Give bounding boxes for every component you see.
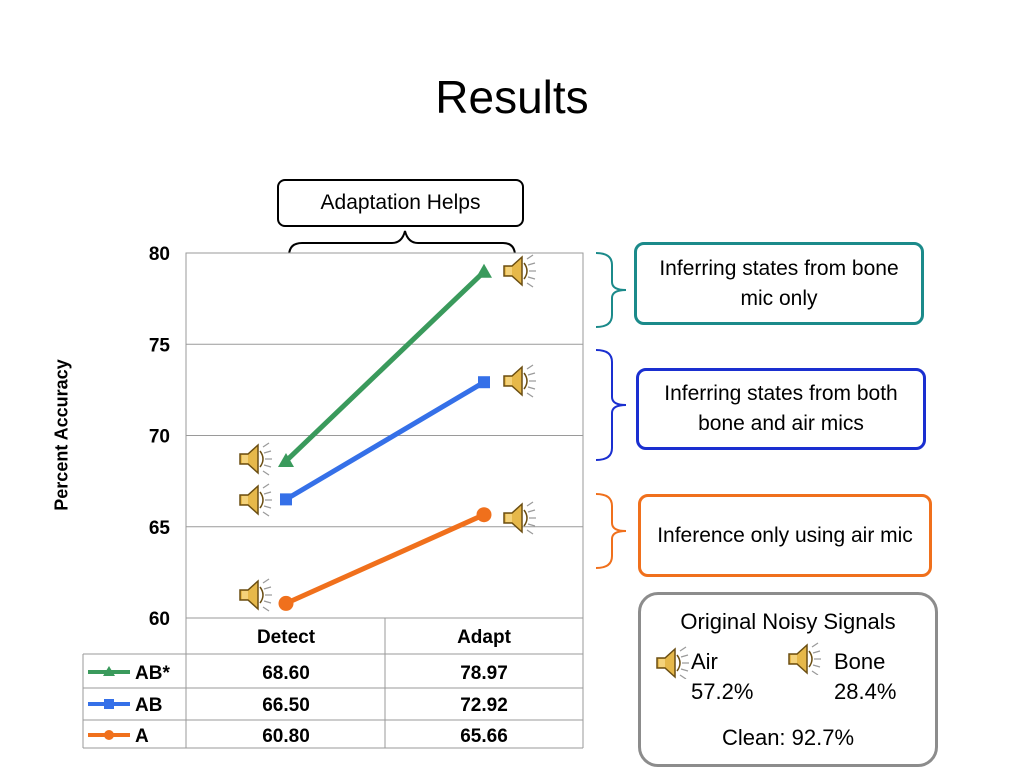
x-category-label: Adapt — [457, 627, 512, 648]
series-line — [284, 380, 486, 502]
curly-brace — [595, 349, 627, 461]
air-label: Air — [691, 649, 718, 674]
speaker-icon[interactable] — [503, 254, 536, 288]
speaker-icon[interactable] — [788, 642, 821, 675]
data-label: 72.92 — [460, 695, 508, 716]
data-point — [278, 595, 294, 611]
data-point — [476, 263, 492, 278]
data-label: 78.97 — [460, 663, 508, 684]
air-speaker-icon[interactable] — [655, 645, 691, 679]
y-tick-label: 70 — [149, 427, 170, 448]
data-point — [478, 376, 490, 389]
clean-accuracy: Clean: 92.7% — [721, 725, 855, 750]
x-category-label: Detect — [257, 627, 316, 648]
data-point — [278, 453, 294, 468]
y-tick-label: 75 — [149, 335, 171, 356]
bone-speaker-icon[interactable] — [787, 641, 823, 675]
data-label: 60.80 — [262, 726, 310, 747]
speaker-icon[interactable] — [503, 364, 536, 398]
speaker-icon[interactable] — [503, 501, 536, 535]
speaker-icon[interactable] — [239, 483, 272, 517]
air-only-callout: Inference only using air mic — [638, 494, 932, 577]
data-point — [280, 493, 292, 506]
legend-label: AB* — [135, 663, 170, 684]
speaker-icon[interactable] — [656, 646, 689, 679]
legend-label: A — [135, 726, 149, 747]
bone-label: Bone — [834, 649, 886, 674]
slide-title: Results — [435, 71, 589, 123]
curly-brace — [595, 252, 627, 328]
speaker-icon[interactable] — [239, 442, 272, 476]
legend-label: AB — [135, 695, 162, 716]
speaker-icon[interactable] — [239, 578, 272, 612]
legend-marker — [104, 699, 114, 709]
data-point — [476, 507, 492, 523]
noisy-signals-box: Original Noisy Signals Air 57.2% Bone 28… — [638, 592, 938, 767]
curly-brace — [595, 493, 627, 569]
data-label: 65.66 — [460, 726, 508, 747]
data-label: 68.60 — [262, 663, 310, 684]
y-tick-label: 60 — [149, 609, 170, 630]
legend-marker — [103, 666, 115, 676]
bone-only-callout: Inferring states from bone mic only — [634, 242, 924, 325]
bone-air-callout: Inferring states from both bone and air … — [636, 368, 926, 450]
y-tick-label: 65 — [149, 518, 171, 539]
y-tick-label: 80 — [149, 244, 170, 265]
noisy-signals-title: Original Noisy Signals — [680, 609, 896, 634]
series-line — [284, 269, 486, 463]
legend-marker — [104, 730, 114, 740]
air-value: 57.2% — [691, 679, 754, 704]
bone-value: 28.4% — [834, 679, 897, 704]
data-label: 66.50 — [262, 695, 310, 716]
series-line — [284, 512, 486, 606]
adaptation-callout: Adaptation Helps — [277, 179, 524, 227]
